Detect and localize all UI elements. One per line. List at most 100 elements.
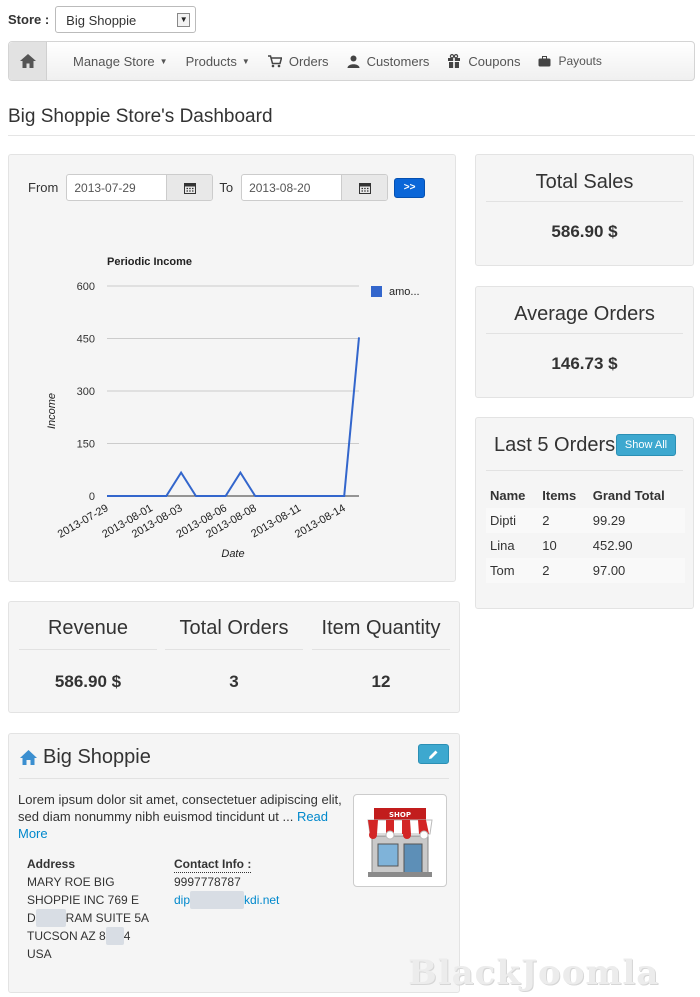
user-icon [347, 55, 360, 68]
table-row: Dipti 2 99.29 [486, 508, 685, 533]
order-name: Lina [490, 538, 515, 553]
nav-customers[interactable]: Customers [347, 53, 430, 69]
order-items: 2 [538, 508, 589, 533]
address-label: Address [27, 857, 76, 871]
last-orders-table: Name Items Grand Total Dipti 2 99.29 Lin… [486, 483, 685, 583]
nav-coupons[interactable]: Coupons [447, 54, 520, 69]
address-fragment: TUCSON AZ 8 [27, 929, 106, 943]
address-line: DxxxxxRAM SUITE 5A [27, 909, 149, 927]
storefront-icon: SHOP [367, 807, 433, 877]
store-label: Store : [8, 11, 50, 27]
column-header-name: Name [490, 488, 526, 503]
total-sales-title: Total Sales [535, 171, 634, 193]
y-tick-label: 450 [77, 334, 95, 346]
order-total: 452.90 [592, 538, 633, 553]
page-title: Big Shoppie Store's Dashboard [8, 106, 273, 127]
apply-date-range-button[interactable]: >> [394, 177, 426, 198]
divider [486, 333, 683, 334]
column-header-grand-total: Grand Total [592, 488, 665, 503]
y-axis-label: Income [46, 393, 58, 429]
gift-icon [448, 54, 461, 68]
store-select-value: Big Shoppie [66, 12, 137, 28]
title-divider [8, 135, 695, 136]
to-label: To [219, 180, 234, 195]
pencil-icon [429, 750, 438, 759]
last-orders-title: Last 5 Orders [494, 434, 616, 456]
contact-email[interactable]: dipxxxxxxxxxkdi.net [174, 891, 279, 909]
nav-payouts[interactable]: Payouts [538, 54, 602, 68]
address-fragment: RAM SUITE 5A [65, 911, 150, 925]
to-date-input[interactable]: 2013-08-20 [241, 174, 389, 201]
divider [165, 649, 303, 650]
calendar-icon [358, 182, 371, 194]
y-tick-label: 0 [89, 491, 95, 503]
table-header-row: Name Items Grand Total [486, 483, 685, 508]
shop-description-text: Lorem ipsum dolor sit amet, consectetuer… [18, 792, 342, 824]
divider [19, 778, 449, 779]
show-all-orders-button[interactable]: Show All [616, 434, 676, 456]
chart-series-line [107, 337, 360, 497]
briefcase-icon [538, 55, 551, 66]
shop-header: Big Shoppie [19, 746, 151, 769]
nav-manage-store[interactable]: Manage Store ▼ [73, 54, 168, 69]
address-fragment: 4 [123, 929, 131, 943]
total-orders-title: Total Orders [179, 617, 289, 639]
address-line: TUCSON AZ 8xxx4 [27, 927, 149, 945]
nav-products[interactable]: Products ▼ [186, 54, 250, 69]
y-tick-label: 150 [77, 439, 95, 451]
table-row: Tom 2 97.00 [486, 558, 685, 583]
average-orders-title: Average Orders [514, 303, 655, 325]
calendar-icon [183, 182, 196, 194]
y-tick-label: 300 [77, 386, 95, 398]
shop-name: Big Shoppie [43, 746, 151, 768]
shop-image: SHOP [353, 794, 447, 887]
x-axis-label: Date [221, 548, 244, 560]
last-orders-card: Last 5 Orders Show All Name Items Grand … [475, 417, 694, 609]
nav-orders-label: Orders [288, 53, 329, 69]
svg-text:SHOP: SHOP [389, 811, 411, 819]
income-chart-panel: From 2013-07-29 To 2013-08-20 [8, 154, 456, 582]
redacted-text: xxxxx [35, 909, 66, 927]
x-tick-label: 2013-08-14 [293, 502, 348, 541]
read-more-link[interactable]: Read More [18, 809, 329, 841]
item-quantity-stat: Item Quantity 12 [312, 602, 450, 692]
edit-shop-button[interactable] [418, 744, 449, 764]
to-calendar-button[interactable] [342, 175, 388, 200]
store-select[interactable]: Big Shoppie ▼ [55, 5, 197, 33]
shop-address: Address MARY ROE BIG SHOPPIE INC 769 E D… [27, 855, 149, 963]
chart-title: Periodic Income [107, 256, 192, 268]
address-line: MARY ROE BIG [27, 875, 115, 889]
table-row: Lina 10 452.90 [486, 533, 685, 558]
nav-orders[interactable]: Orders [267, 53, 329, 69]
summary-panel: Revenue 586.90 $ Total Orders 3 Item Qua… [8, 601, 460, 713]
order-items: 10 [542, 538, 557, 553]
divider [486, 201, 683, 202]
email-fragment: dip [174, 893, 191, 907]
address-fragment: D [27, 911, 36, 925]
legend-label: amo... [389, 286, 420, 298]
column-header-items: Items [542, 488, 577, 503]
revenue-value: 586.90 $ [54, 672, 122, 691]
average-orders-card: Average Orders 146.73 $ [475, 286, 694, 398]
from-calendar-button[interactable] [167, 175, 213, 200]
main-navbar: Manage Store ▼ Products ▼ Orders Custome… [8, 41, 695, 81]
total-sales-value: 586.90 $ [551, 222, 618, 241]
caret-down-icon: ▼ [159, 56, 168, 66]
total-orders-stat: Total Orders 3 [165, 602, 303, 692]
divider [312, 649, 450, 650]
email-fragment: kdi.net [244, 893, 280, 907]
nav-customers-label: Customers [366, 53, 430, 69]
cart-icon [267, 54, 282, 67]
legend-swatch [371, 286, 382, 297]
from-date-input[interactable]: 2013-07-29 [66, 174, 214, 201]
nav-products-label: Products [185, 53, 237, 69]
nav-home-button[interactable] [9, 42, 47, 80]
contact-info-label: Contact Info : [174, 857, 252, 873]
shop-description: Lorem ipsum dolor sit amet, consectetuer… [18, 791, 343, 842]
y-tick-label: 600 [77, 281, 95, 293]
total-orders-value: 3 [229, 672, 239, 691]
average-orders-value: 146.73 $ [551, 354, 618, 373]
caret-down-icon: ▼ [241, 56, 250, 66]
revenue-stat: Revenue 586.90 $ [19, 602, 157, 692]
